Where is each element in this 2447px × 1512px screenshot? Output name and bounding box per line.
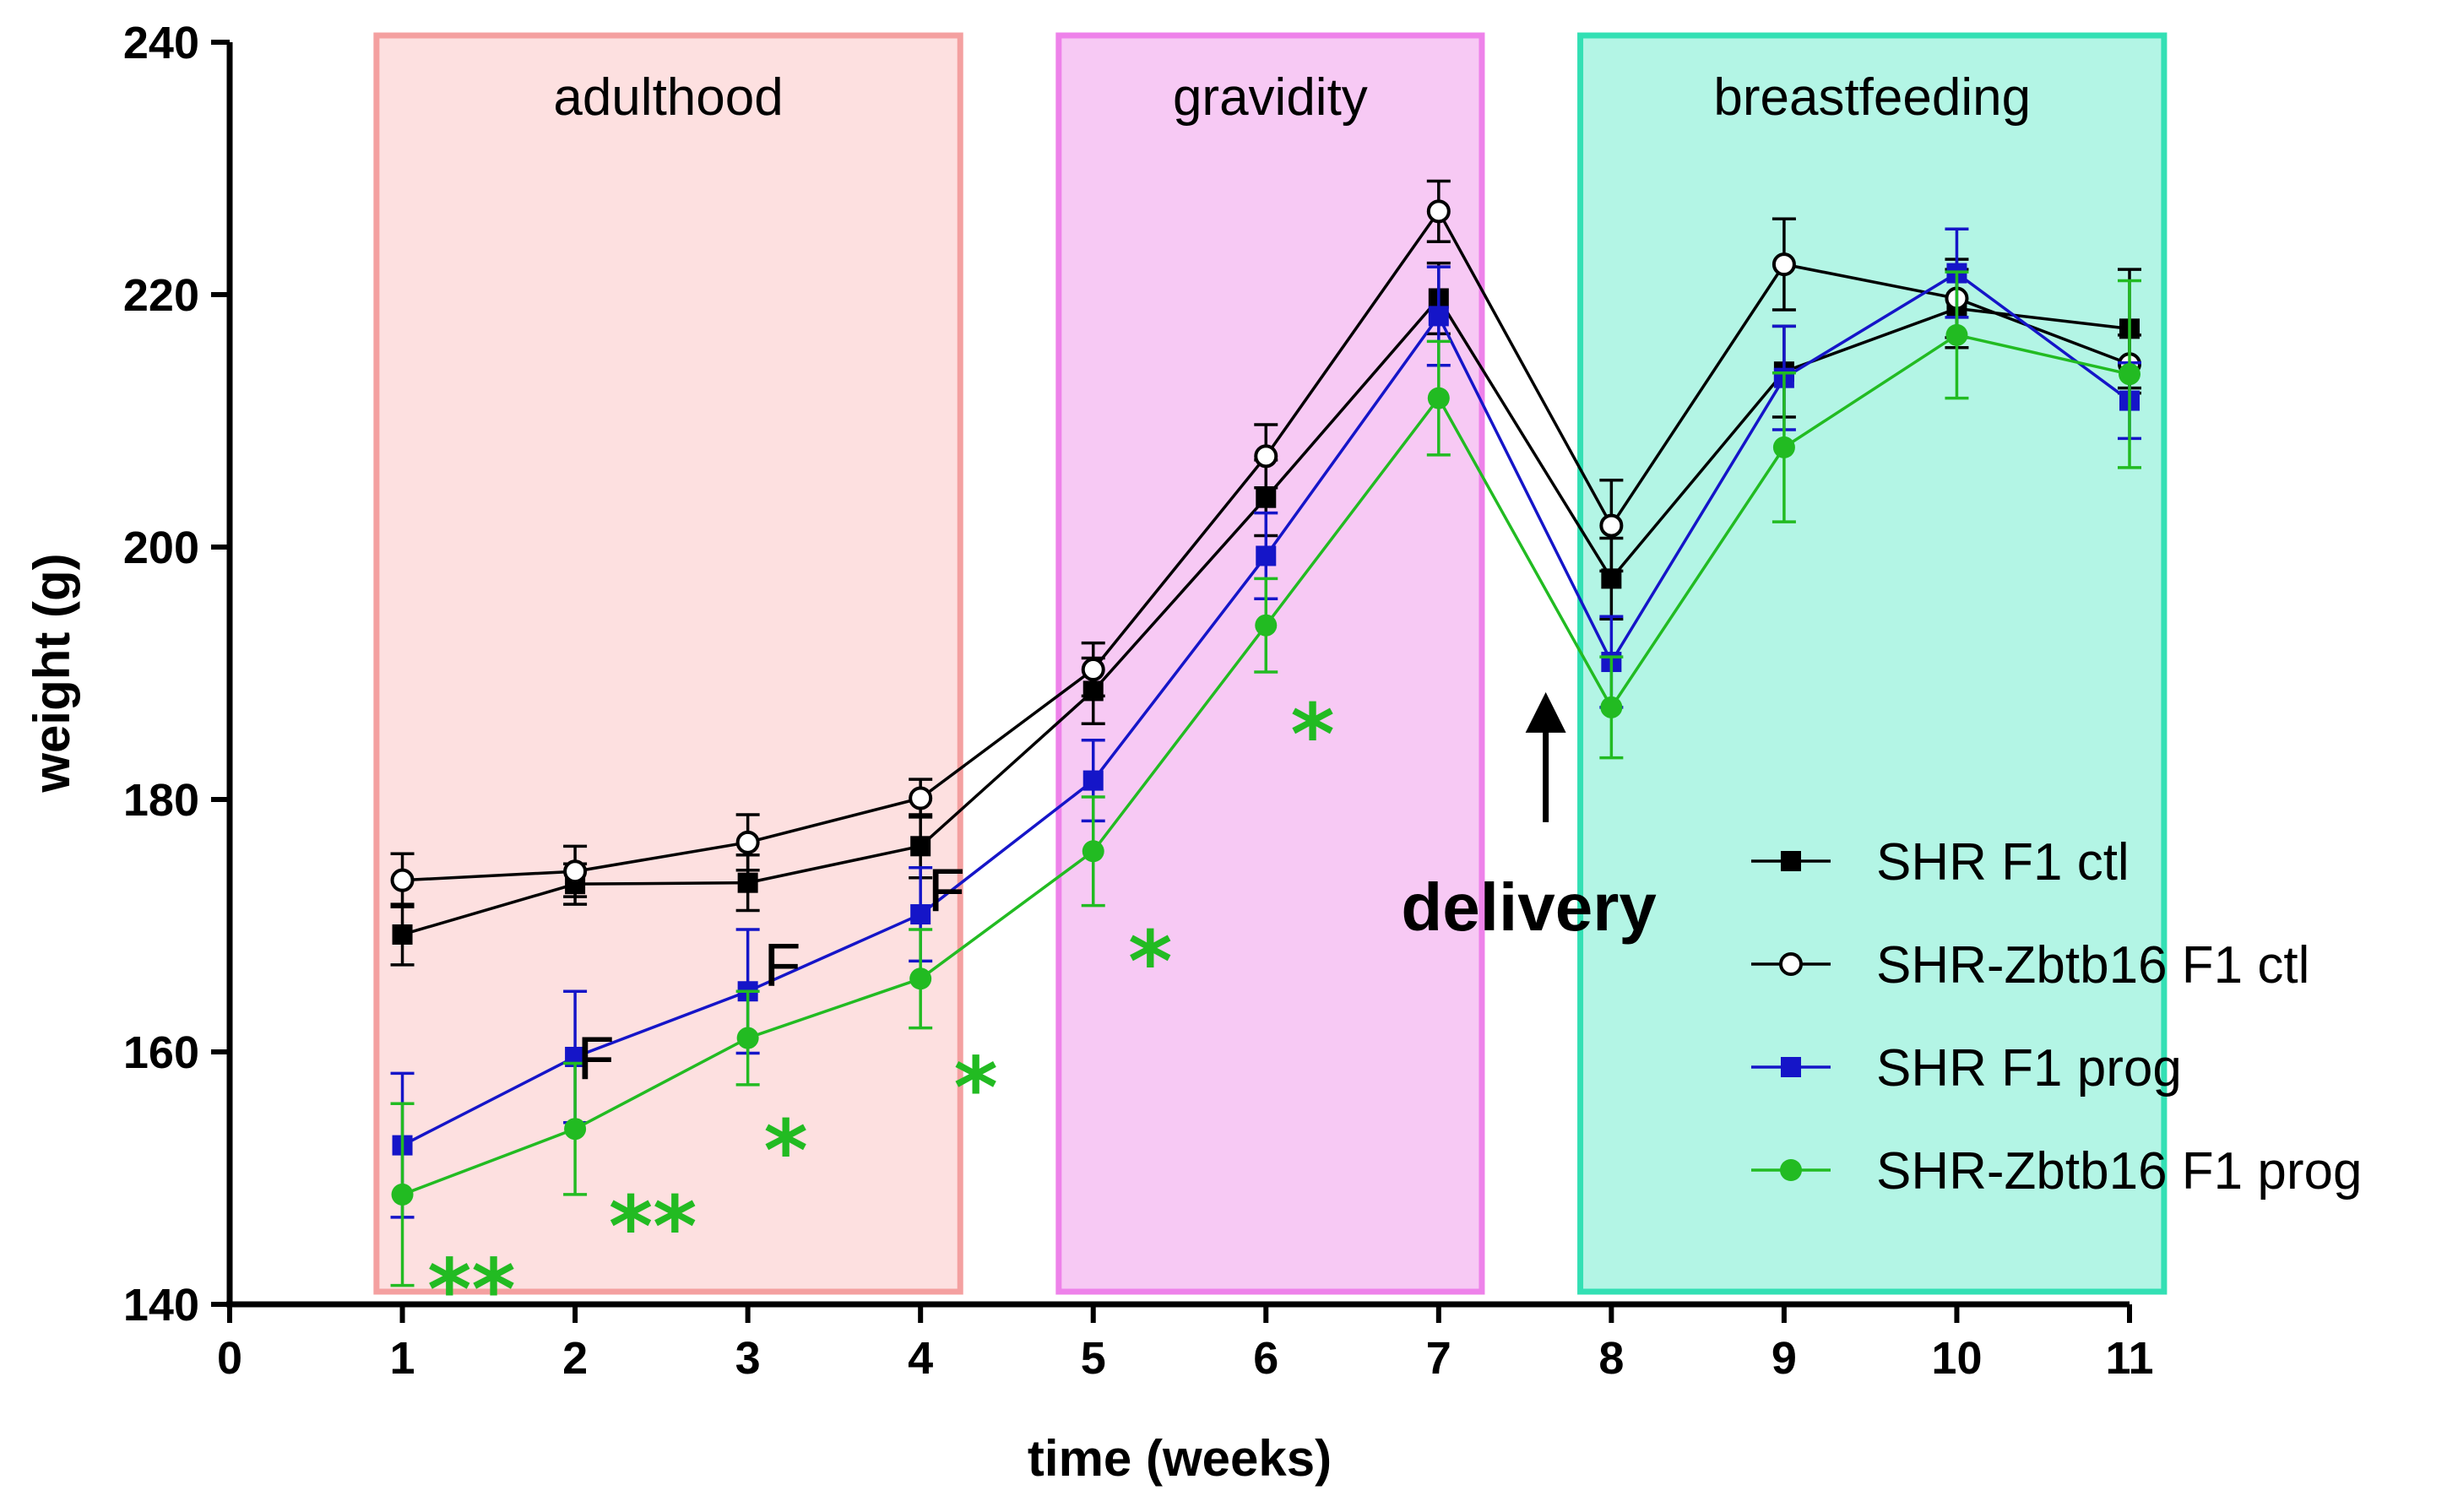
data-point: [2119, 363, 2140, 386]
data-point: [1599, 513, 1624, 538]
data-point: [391, 1183, 414, 1206]
x-tick-label-7: 7: [1426, 1333, 1451, 1384]
legend-item-shr-zbtb16-f1-prog: SHR-Zbtb16 F1 prog: [1751, 1142, 2362, 1200]
data-point: [909, 967, 932, 990]
data-point: [909, 786, 933, 810]
region-label-breastfeeding: breastfeeding: [1713, 68, 2031, 127]
delivery-arrow-head: [1525, 691, 1566, 733]
region-adulthood: [373, 32, 963, 1295]
x-tick-label-6: 6: [1253, 1333, 1278, 1384]
legend-marker: [1779, 952, 1803, 976]
x-tick-label-2: 2: [562, 1333, 588, 1384]
phase-regions: adulthood gravidity breastfeeding: [373, 32, 2168, 1295]
y-tick-label-200: 200: [123, 523, 199, 573]
f-annotation: F: [764, 931, 801, 999]
delivery-annotation: delivery: [1401, 691, 1657, 945]
data-point: [737, 872, 758, 893]
x-tick-label-11: 11: [2105, 1333, 2153, 1384]
data-point: [1426, 199, 1451, 224]
data-point: [1082, 770, 1104, 791]
legend-label: SHR F1 prog: [1876, 1039, 2182, 1097]
y-tick-label-240: 240: [123, 18, 199, 68]
legend-marker: [1780, 1159, 1802, 1181]
f-annotation: F: [578, 1025, 615, 1092]
region-breastfeeding: [1577, 32, 2168, 1295]
x-tick-label-8: 8: [1598, 1333, 1624, 1384]
data-point: [910, 904, 931, 925]
y-tick-label-140: 140: [123, 1280, 199, 1330]
significance-star-annotation: **: [609, 1178, 697, 1276]
data-point: [1254, 444, 1278, 469]
series-shr-zbtb16-f1-prog: [390, 270, 2141, 1287]
x-tick-label-9: 9: [1771, 1333, 1797, 1384]
x-tick-label-4: 4: [908, 1333, 933, 1384]
x-axis-title: time (weeks): [1028, 1430, 1332, 1487]
data-point: [910, 836, 931, 857]
annotations: FFF********: [427, 686, 1335, 1340]
axes: [226, 42, 2130, 1308]
legend-item-shr-zbtb16-f1-ctl: SHR-Zbtb16 F1 ctl: [1751, 936, 2309, 994]
y-ticks: 140 160 180 200 220 240: [123, 18, 230, 1330]
x-tick-label-1: 1: [390, 1333, 415, 1384]
significance-star-annotation: *: [1290, 686, 1334, 784]
significance-star-annotation: *: [1128, 913, 1172, 1011]
x-tick-label-10: 10: [1931, 1333, 1982, 1384]
data-point: [735, 830, 760, 854]
data-series: [390, 179, 2141, 1287]
data-point: [563, 859, 588, 884]
data-point: [1427, 387, 1450, 409]
y-axis-title: weight (g): [24, 553, 80, 793]
y-tick-label-160: 160: [123, 1027, 199, 1078]
legend-item-shr-f1-prog: SHR F1 prog: [1751, 1039, 2182, 1097]
f-annotation: F: [928, 857, 965, 924]
data-point: [1256, 487, 1277, 508]
legend-label: SHR F1 ctl: [1876, 833, 2130, 891]
data-point: [736, 1027, 759, 1049]
region-gravidity: [1055, 32, 1485, 1295]
series-shr-zbtb16-f1-ctl: [390, 179, 2141, 908]
y-tick-label-220: 220: [123, 270, 199, 321]
legend: SHR F1 ctl SHR-Zbtb16 F1 ctl SHR F1 prog SH…: [1751, 833, 2362, 1200]
data-point: [1772, 436, 1795, 458]
significance-star-annotation: *: [763, 1102, 807, 1200]
legend-marker: [1781, 1057, 1801, 1077]
legend-label: SHR-Zbtb16 F1 prog: [1876, 1142, 2362, 1200]
significance-star-annotation: **: [427, 1241, 516, 1340]
delivery-label: delivery: [1401, 870, 1657, 945]
legend-marker: [1781, 851, 1801, 871]
data-point: [1600, 696, 1623, 718]
x-tick-label-3: 3: [735, 1333, 761, 1384]
legend-label: SHR-Zbtb16 F1 ctl: [1876, 936, 2309, 994]
data-point: [1255, 614, 1278, 637]
data-point: [1081, 658, 1105, 682]
data-point: [564, 1118, 587, 1141]
y-tick-label-180: 180: [123, 775, 199, 826]
region-label-gravidity: gravidity: [1173, 68, 1368, 127]
data-point: [392, 924, 413, 945]
data-point: [1082, 840, 1104, 863]
data-point: [1771, 252, 1796, 277]
x-tick-label-5: 5: [1081, 1333, 1106, 1384]
data-point: [1428, 306, 1449, 327]
significance-star-annotation: *: [953, 1038, 997, 1137]
data-point: [390, 868, 415, 892]
data-point: [1256, 545, 1277, 566]
x-ticks: 0 1 2 3 4 5 6 7 8 9 10 11: [217, 1304, 2154, 1384]
x-tick-label-0: 0: [217, 1333, 242, 1384]
data-point: [1945, 323, 1968, 346]
region-label-adulthood: adulthood: [553, 68, 783, 127]
legend-item-shr-f1-ctl: SHR F1 ctl: [1751, 833, 2130, 891]
